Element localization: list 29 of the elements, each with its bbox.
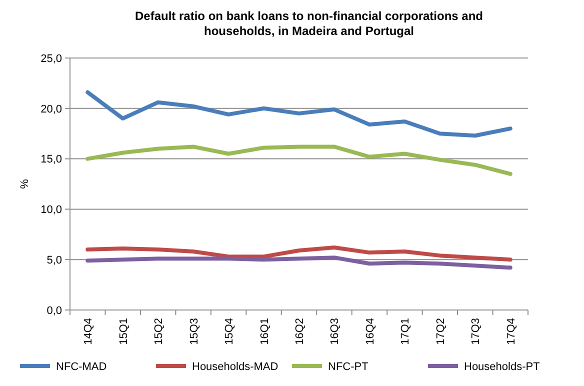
line-series xyxy=(86,256,512,270)
y-tick-label: 0,0 xyxy=(46,304,62,317)
legend-label: NFC-MAD xyxy=(56,360,107,373)
x-tick-label: 15Q1 xyxy=(118,318,130,345)
x-tick-label: 15Q4 xyxy=(224,318,236,345)
y-tick-label: 10,0 xyxy=(40,204,62,216)
line-series xyxy=(86,246,512,262)
x-tick-label: 16Q4 xyxy=(364,318,376,345)
chart-title: Default ratio on bank loans to non-financial corporations and households, in Madeira and Portugal xyxy=(134,9,484,38)
legend-label: Households-MAD xyxy=(192,360,278,373)
x-tick-label: 17Q1 xyxy=(400,318,412,345)
line-series xyxy=(86,90,512,138)
x-tick-label: 16Q1 xyxy=(258,318,271,345)
x-tick-label: 16Q2 xyxy=(294,318,306,345)
x-tick-label: 17Q3 xyxy=(470,318,482,345)
x-tick-label: 17Q2 xyxy=(434,318,447,345)
legend-label: NFC-PT xyxy=(328,360,369,373)
y-axis-title: % xyxy=(19,178,31,189)
y-tick-label: 20,0 xyxy=(40,103,62,116)
y-tick-label: 15,0 xyxy=(40,154,62,166)
x-tick-label: 17Q4 xyxy=(505,318,518,345)
x-tick-label: 15Q3 xyxy=(188,318,200,345)
y-tick-label: 5,0 xyxy=(46,254,62,266)
line-series xyxy=(86,144,512,176)
x-tick-label: 14Q4 xyxy=(82,318,95,345)
x-tick-label: 16Q3 xyxy=(329,318,342,345)
x-tick-label: 15Q2 xyxy=(153,318,166,345)
y-tick-label: 25,0 xyxy=(40,52,62,65)
legend-label: Households-PT xyxy=(464,360,540,373)
